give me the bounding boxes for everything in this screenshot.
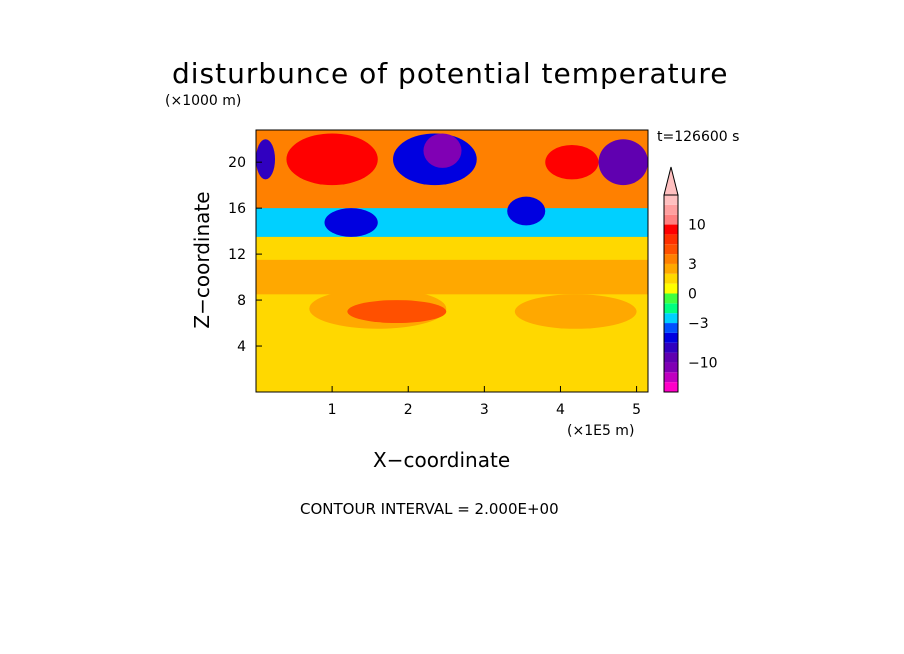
colorbar-swatch xyxy=(664,254,678,264)
contour-blob xyxy=(324,208,378,237)
colorbar-swatch xyxy=(664,372,678,383)
contour-blob xyxy=(347,300,447,324)
colorbar-tick-label: −10 xyxy=(688,355,718,371)
y-tick-label: 16 xyxy=(228,201,246,217)
plot-frame xyxy=(255,129,649,393)
timestamp-label: t=126600 s xyxy=(657,129,740,145)
colorbar-swatch xyxy=(664,283,678,294)
colorbar-swatch xyxy=(664,234,678,245)
colorbar-swatch xyxy=(664,323,678,333)
x-tick-label: 3 xyxy=(480,402,489,418)
chart-title: disturbunce of potential temperature xyxy=(172,57,729,90)
contour-band xyxy=(256,236,648,260)
colorbar-tick-label: −3 xyxy=(688,316,709,332)
contour-blob xyxy=(423,133,462,168)
x-tick-label: 1 xyxy=(328,402,337,418)
colorbar-swatch xyxy=(664,214,678,225)
y-tick-label: 20 xyxy=(228,155,246,171)
colorbar-swatch xyxy=(664,263,678,274)
x-tick-label: 5 xyxy=(632,402,641,418)
contour-blob xyxy=(598,139,648,186)
colorbar-extend-arrow xyxy=(663,166,679,196)
colorbar-swatch xyxy=(664,352,678,363)
plot-area xyxy=(256,130,648,392)
colorbar-swatch xyxy=(664,332,678,343)
x-tick-label: 2 xyxy=(404,402,413,418)
y-tick-label: 4 xyxy=(237,339,246,355)
colorbar-swatch xyxy=(664,204,678,215)
x-tick-label: 4 xyxy=(556,402,565,418)
colorbar-swatch xyxy=(664,382,678,392)
y-tick-label: 8 xyxy=(237,293,246,309)
contour-blob xyxy=(507,196,546,226)
colorbar-swatch xyxy=(664,273,678,284)
y-tick-label: 12 xyxy=(228,247,246,263)
contour-blob xyxy=(286,133,378,186)
colorbar-frame xyxy=(663,194,679,393)
colorbar-swatch xyxy=(664,342,678,353)
colorbar-swatch xyxy=(664,362,678,373)
colorbar-swatch xyxy=(664,244,678,255)
contour-blob xyxy=(545,144,599,180)
colorbar-swatch xyxy=(664,303,678,314)
contour-blob xyxy=(514,294,637,329)
colorbar-swatch xyxy=(664,293,678,304)
colorbar-swatch xyxy=(664,195,678,205)
colorbar-swatch xyxy=(664,224,678,235)
colorbar-tick-label: 0 xyxy=(688,287,697,303)
contour-interval-note: CONTOUR INTERVAL = 2.000E+00 xyxy=(300,500,559,518)
colorbar-swatch xyxy=(664,313,678,324)
colorbar-tick-label: 10 xyxy=(688,218,706,234)
x-axis-label: X−coordinate xyxy=(373,448,511,472)
colorbar-tick-label: 3 xyxy=(688,257,697,273)
y-axis-unit: (×1000 m) xyxy=(165,93,242,109)
x-axis-unit: (×1E5 m) xyxy=(567,423,635,439)
colorbar: 10 3 0 −3 −10 xyxy=(663,166,718,393)
contour-blob xyxy=(256,139,276,180)
